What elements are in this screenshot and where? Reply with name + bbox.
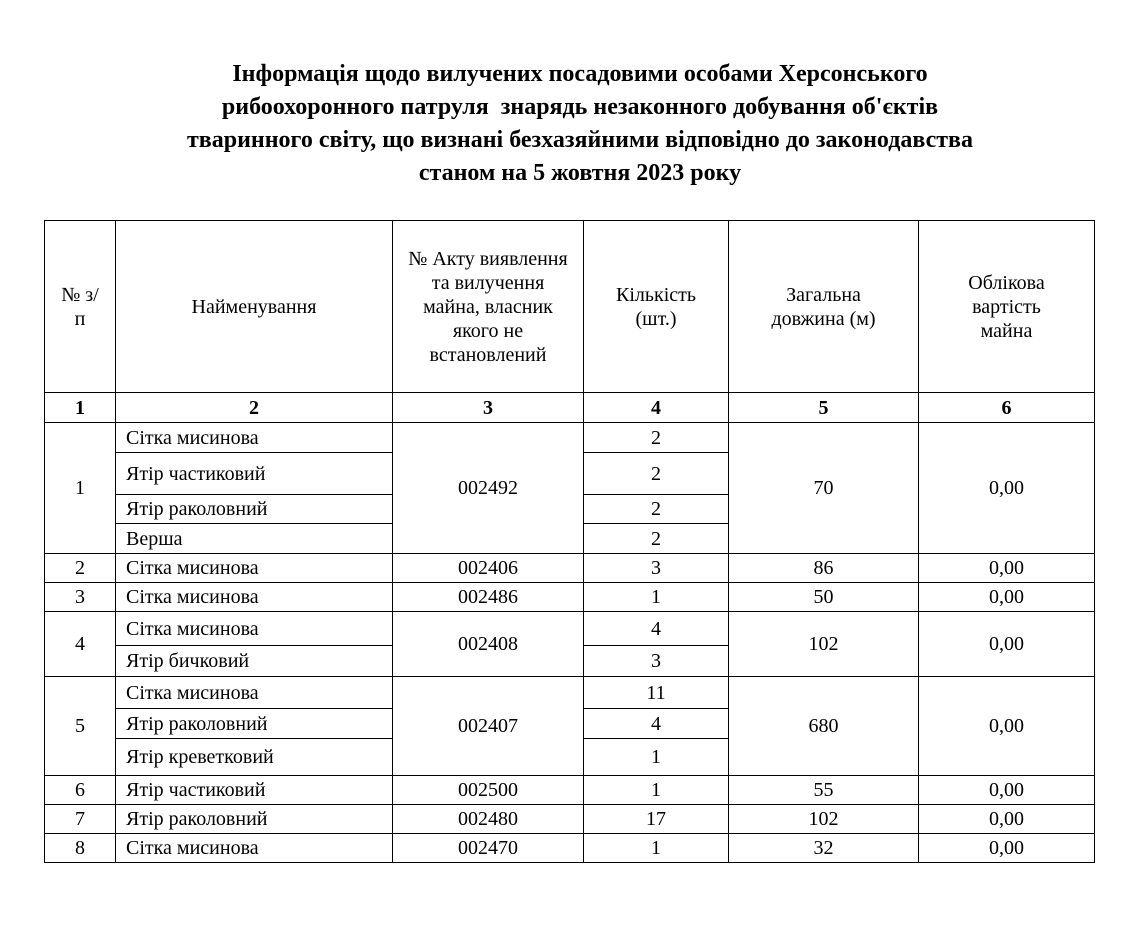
header-qty: Кількість (шт.) xyxy=(583,220,729,393)
total-length: 102 xyxy=(728,804,919,834)
item-name: Сітка мисинова xyxy=(115,833,393,863)
item-name: Ятір бичковий xyxy=(115,645,393,677)
title-line: тваринного світу, що визнані безхазяйним… xyxy=(186,127,974,153)
table-row: 7 Ятір раколовний 002480 17 102 0,00 xyxy=(44,804,1095,834)
row-number: 2 xyxy=(44,553,116,583)
total-length: 102 xyxy=(728,611,919,677)
table-row: Ятір раколовний 4 xyxy=(45,708,1095,739)
book-value: 0,00 xyxy=(918,833,1095,863)
seized-items-table: № з/п Найменування № Акту виявлення та в… xyxy=(44,220,1095,863)
column-number: 4 xyxy=(583,392,729,423)
item-quantity: 2 xyxy=(583,494,729,524)
item-name: Сітка мисинова xyxy=(115,582,393,612)
item-quantity: 1 xyxy=(583,833,729,863)
act-number: 002407 xyxy=(392,676,584,776)
item-quantity: 4 xyxy=(583,708,729,739)
item-name: Ятір раколовний xyxy=(115,804,393,834)
item-name: Сітка мисинова xyxy=(115,422,393,453)
item-name: Ятір частиковий xyxy=(115,452,393,495)
column-number: 6 xyxy=(918,392,1095,423)
item-name: Сітка мисинова xyxy=(115,611,393,646)
row-number: 1 xyxy=(44,422,116,554)
book-value: 0,00 xyxy=(918,611,1095,677)
title-line: Інформація щодо вилучених посадовими осо… xyxy=(232,61,928,87)
act-number: 002470 xyxy=(392,833,584,863)
item-quantity: 2 xyxy=(583,452,729,495)
item-quantity: 1 xyxy=(583,775,729,805)
item-quantity: 1 xyxy=(583,582,729,612)
header-act: № Акту виявлення та вилучення майна, вла… xyxy=(392,220,584,393)
row-number: 5 xyxy=(44,676,116,776)
item-quantity: 11 xyxy=(583,676,729,709)
header-name: Найменування xyxy=(115,220,393,393)
table-row: 8 Сітка мисинова 002470 1 32 0,00 xyxy=(44,833,1095,863)
table-row: 3 Сітка мисинова 002486 1 50 0,00 xyxy=(44,582,1095,612)
item-quantity: 3 xyxy=(583,553,729,583)
item-quantity: 1 xyxy=(583,738,729,776)
item-quantity: 2 xyxy=(583,422,729,453)
row-number: 8 xyxy=(44,833,116,863)
book-value: 0,00 xyxy=(918,582,1095,612)
item-name: Ятір креветковий xyxy=(115,738,393,776)
header-no: № з/п xyxy=(44,220,116,393)
total-length: 32 xyxy=(728,833,919,863)
item-quantity: 17 xyxy=(583,804,729,834)
table-row: 5 Сітка мисинова 002407 11 680 0,00 xyxy=(44,676,1095,776)
item-name: Ятір раколовний xyxy=(115,494,393,524)
book-value: 0,00 xyxy=(918,804,1095,834)
item-name: Ятір раколовний xyxy=(115,708,393,739)
row-number: 3 xyxy=(44,582,116,612)
item-name: Сітка мисинова xyxy=(115,676,393,709)
table-row: 6 Ятір частиковий 002500 1 55 0,00 xyxy=(44,775,1095,805)
table-row: 1 Сітка мисинова 002492 2 70 0,00 xyxy=(44,422,1095,554)
title-line: рибоохоронного патруля знарядь незаконно… xyxy=(221,94,939,120)
book-value: 0,00 xyxy=(918,553,1095,583)
item-quantity: 3 xyxy=(583,645,729,677)
document-title: Інформація щодо вилучених посадовими осо… xyxy=(60,58,1100,190)
total-length: 70 xyxy=(728,422,919,554)
act-number: 002480 xyxy=(392,804,584,834)
column-number: 1 xyxy=(44,392,116,423)
act-number: 002500 xyxy=(392,775,584,805)
act-number: 002486 xyxy=(392,582,584,612)
row-number: 4 xyxy=(44,611,116,677)
book-value: 0,00 xyxy=(918,422,1095,554)
total-length: 680 xyxy=(728,676,919,776)
row-number: 6 xyxy=(44,775,116,805)
column-number: 3 xyxy=(392,392,584,423)
header-length: Загальна довжина (м) xyxy=(728,220,919,393)
total-length: 55 xyxy=(728,775,919,805)
item-name: Сітка мисинова xyxy=(115,553,393,583)
column-number: 2 xyxy=(115,392,393,423)
table-row: 2 Сітка мисинова 002406 3 86 0,00 xyxy=(44,553,1095,583)
item-quantity: 2 xyxy=(583,523,729,554)
act-number: 002492 xyxy=(392,422,584,554)
column-number: 5 xyxy=(728,392,919,423)
item-name: Верша xyxy=(115,523,393,554)
table-row: Ятір частиковий 2 xyxy=(45,452,1095,495)
table-row: 4 Сітка мисинова 002408 4 102 0,00 xyxy=(44,611,1095,677)
total-length: 50 xyxy=(728,582,919,612)
item-name: Ятір частиковий xyxy=(115,775,393,805)
row-number: 7 xyxy=(44,804,116,834)
header-value: Облікова вартість майна xyxy=(918,220,1095,393)
act-number: 002408 xyxy=(392,611,584,677)
total-length: 86 xyxy=(728,553,919,583)
book-value: 0,00 xyxy=(918,676,1095,776)
book-value: 0,00 xyxy=(918,775,1095,805)
title-line: станом на 5 жовтня 2023 року xyxy=(418,160,742,186)
item-quantity: 4 xyxy=(583,611,729,646)
table-row: Верша 2 xyxy=(45,523,1095,554)
act-number: 002406 xyxy=(392,553,584,583)
